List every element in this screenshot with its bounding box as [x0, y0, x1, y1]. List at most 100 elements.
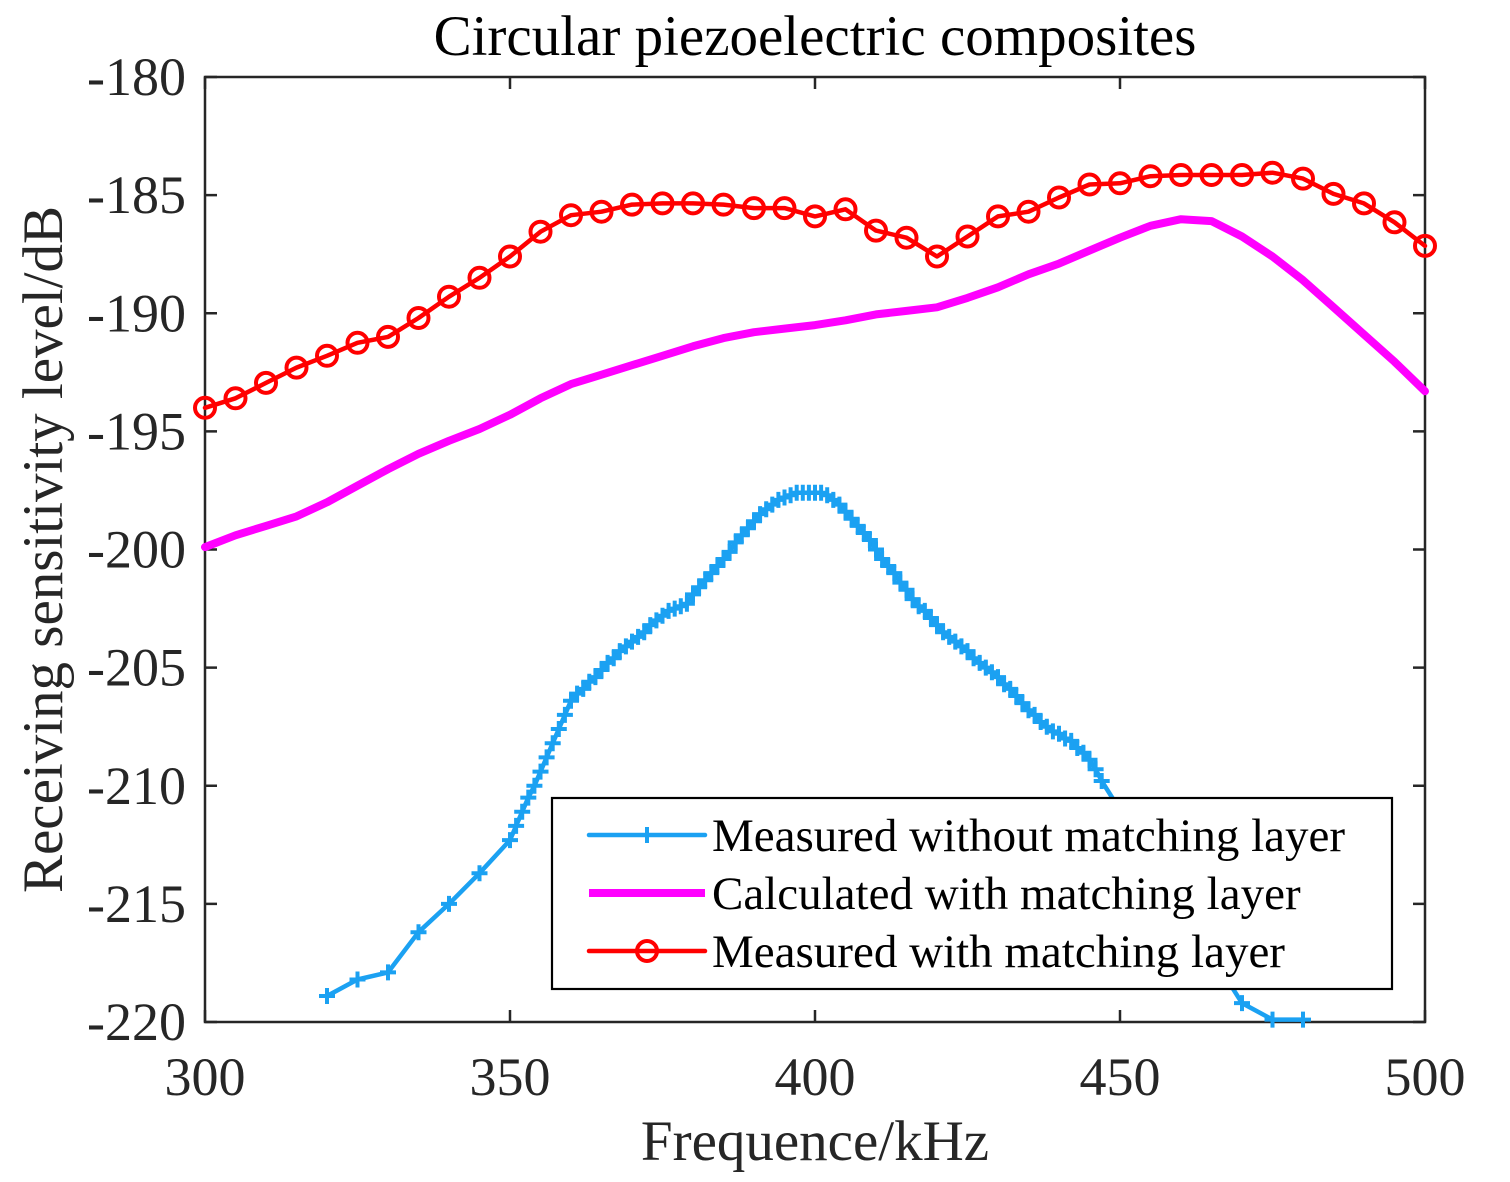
- x-tick-label: 400: [775, 1047, 856, 1107]
- x-tick-label: 500: [1385, 1047, 1466, 1107]
- y-tick-label: -200: [87, 520, 186, 580]
- data-point-circle-marker: [864, 218, 888, 243]
- data-point-plus-marker: [1087, 761, 1104, 778]
- data-point-plus-marker: [1093, 773, 1110, 789]
- data-point-circle-marker: [528, 219, 553, 244]
- data-point-circle-marker: [1047, 185, 1071, 210]
- data-point-plus-marker: [441, 895, 457, 912]
- axis-ticks: [203, 75, 1427, 1024]
- data-point-circle-marker: [1352, 191, 1376, 216]
- data-point-circle-marker: [742, 196, 766, 221]
- data-point-plus-marker: [349, 971, 366, 988]
- legend-entry-calculated-with-matching-layer: Calculated with matching layer: [589, 868, 1301, 920]
- y-tick-label: -185: [87, 165, 186, 225]
- data-point-circle-marker: [620, 192, 644, 217]
- plot-series: [193, 160, 1437, 1028]
- data-point-circle-marker: [315, 343, 339, 368]
- data-point-circle-marker: [955, 224, 980, 249]
- data-point-circle-marker: [1108, 171, 1132, 196]
- data-point-plus-marker: [514, 803, 531, 820]
- data-point-circle-marker: [681, 191, 705, 216]
- data-point-plus-marker: [502, 832, 518, 849]
- data-point-circle-marker: [1413, 233, 1437, 258]
- data-point-circle-marker: [467, 265, 492, 290]
- data-point-circle-marker: [376, 324, 400, 349]
- data-point-plus-marker: [544, 735, 561, 752]
- data-point-circle-marker: [711, 192, 736, 217]
- data-point-circle-marker: [254, 370, 278, 395]
- x-tick-label: 300: [165, 1047, 246, 1107]
- data-point-plus-marker: [556, 706, 573, 723]
- x-tick-labels: 300 350 400 450 500: [165, 1047, 1466, 1107]
- data-point-plus-marker: [520, 789, 537, 806]
- data-point-circle-marker: [1138, 164, 1163, 189]
- data-point-circle-marker: [437, 284, 461, 309]
- data-point-circle-marker: [1230, 163, 1254, 187]
- data-point-plus-marker: [471, 865, 488, 882]
- data-point-plus-marker: [861, 532, 878, 548]
- data-point-circle-marker: [650, 191, 675, 216]
- data-point-circle-marker: [1016, 199, 1041, 224]
- data-point-plus-marker: [532, 763, 549, 780]
- legend-circle-marker: [635, 939, 659, 963]
- y-tick-label: -210: [87, 756, 186, 816]
- data-point-plus-marker: [1295, 1011, 1311, 1028]
- data-point-circle-marker: [986, 204, 1010, 229]
- data-point-plus-marker: [1234, 995, 1250, 1012]
- x-tick-label: 450: [1080, 1047, 1161, 1107]
- data-point-circle-marker: [1260, 160, 1285, 185]
- series-calculated-with-matching-layer: [201, 215, 1429, 552]
- data-point-plus-marker: [550, 721, 567, 737]
- data-point-circle-marker: [1077, 172, 1102, 197]
- data-point-circle-marker: [559, 203, 583, 228]
- chart-title: Circular piezoelectric composites: [434, 5, 1197, 68]
- data-point-circle-marker: [193, 395, 217, 420]
- series-measured-with-matching-layer: [193, 160, 1437, 420]
- data-point-circle-marker: [1169, 163, 1193, 187]
- data-point-circle-marker: [894, 225, 919, 250]
- data-point-circle-marker: [833, 197, 858, 222]
- y-axis-label: Receiving sensitivity level/dB: [12, 206, 75, 893]
- data-point-plus-marker: [721, 543, 738, 560]
- data-point-circle-marker: [1199, 163, 1224, 187]
- x-tick-label: 350: [470, 1047, 551, 1107]
- y-tick-label: -195: [87, 401, 186, 461]
- data-point-circle-marker: [406, 306, 431, 330]
- data-point-circle-marker: [223, 386, 248, 411]
- data-point-circle-marker: [803, 204, 827, 229]
- x-axis-label: Frequence/kHz: [641, 1110, 989, 1173]
- data-point-circle-marker: [498, 244, 522, 269]
- data-point-circle-marker: [284, 355, 309, 380]
- data-point-plus-marker: [868, 541, 884, 558]
- data-point-plus-marker: [1081, 751, 1098, 768]
- data-point-circle-marker: [1291, 166, 1315, 191]
- data-point-plus-marker: [538, 749, 555, 766]
- data-point-circle-marker: [1382, 210, 1407, 235]
- legend-plus-marker: [639, 827, 655, 843]
- data-point-plus-marker: [410, 924, 427, 941]
- y-tick-label: -205: [87, 638, 186, 698]
- data-point-plus-marker: [319, 988, 335, 1004]
- data-point-plus-marker: [1264, 1011, 1281, 1028]
- series-line: [201, 215, 1429, 552]
- data-point-plus-marker: [898, 581, 915, 598]
- data-point-plus-marker: [526, 777, 543, 794]
- data-point-circle-marker: [345, 330, 370, 355]
- legend: Measured without matching layer Calculat…: [550, 796, 1394, 991]
- legend-entry-measured-without-matching-layer: Measured without matching layer: [586, 810, 1345, 862]
- y-tick-label: -215: [87, 874, 186, 934]
- data-point-plus-marker: [678, 595, 695, 612]
- series-measured-without-matching-layer: [319, 484, 1311, 1028]
- y-tick-label: -180: [87, 47, 186, 107]
- y-tick-labels: -220 -215 -210 -205 -200 -195 -190 -185 -180: [87, 47, 186, 1052]
- y-tick-label: -220: [87, 992, 186, 1052]
- legend-label: Measured with matching layer: [712, 926, 1285, 978]
- data-point-circle-marker: [772, 196, 797, 221]
- data-point-circle-marker: [925, 244, 949, 269]
- legend-label: Calculated with matching layer: [712, 868, 1301, 920]
- data-point-plus-marker: [508, 817, 525, 834]
- data-point-plus-marker: [886, 565, 903, 582]
- data-point-circle-marker: [1321, 181, 1346, 206]
- legend-label: Measured without matching layer: [712, 810, 1345, 862]
